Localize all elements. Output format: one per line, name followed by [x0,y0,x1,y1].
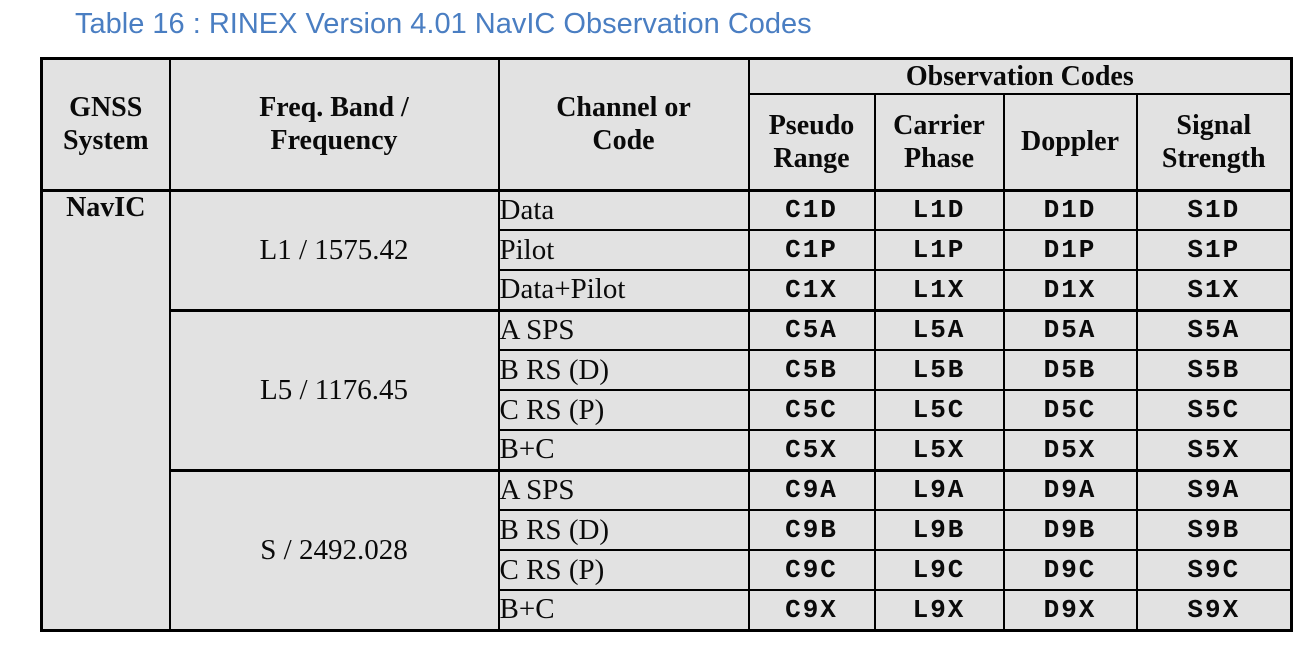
channel-cell: B RS (D) [497,349,750,392]
carrier-phase-code-cell: L5A [873,308,1005,352]
freq-band-s-cell: S / 2492.028 [168,468,500,632]
pseudo-range-code-cell: C9X [747,589,876,632]
table-row: B+C C5X L5X D5X S5X [42,429,1293,472]
doppler-code-cell: D9X [1002,589,1138,632]
channel-cell: B RS (D) [497,509,750,552]
carrier-phase-code-cell: L9A [873,468,1005,512]
pseudo-range-code-cell: C5X [747,429,876,472]
doppler-code-cell: D9B [1002,509,1138,552]
signal-strength-code-cell: S1D [1135,188,1293,232]
carrier-phase-code-cell: L1P [873,229,1005,272]
doppler-code-cell: D1D [1002,188,1138,232]
pseudo-range-code-cell: C9A [747,468,876,512]
table-row: B RS (D) C9B L9B D9B S9B [42,509,1293,552]
pseudo-range-code-cell: C5B [747,349,876,392]
signal-strength-code-cell: S5C [1135,389,1293,432]
table-row: C RS (P) C5C L5C D5C S5C [42,389,1293,432]
header-pseudo-range: Pseudo Range [747,93,876,192]
doppler-code-cell: D5C [1002,389,1138,432]
carrier-phase-code-cell: L5B [873,349,1005,392]
table-row: Data+Pilot C1X L1X D1X S1X [42,269,1293,312]
doppler-code-cell: D5X [1002,429,1138,472]
channel-cell: A SPS [497,308,750,352]
channel-cell: A SPS [497,468,750,512]
channel-cell: C RS (P) [497,549,750,592]
pseudo-range-code-cell: C9C [747,549,876,592]
table-row: Pilot C1P L1P D1P S1P [42,229,1293,272]
gnss-system-cell: NavIC [40,188,171,632]
carrier-phase-code-cell: L5C [873,389,1005,432]
doppler-code-cell: D5B [1002,349,1138,392]
freq-band-l1-cell: L1 / 1575.42 [168,188,500,312]
doppler-code-cell: D1P [1002,229,1138,272]
header-channel-or-code: Channel or Code [497,57,750,192]
signal-strength-code-cell: S9X [1135,589,1293,632]
navic-observation-codes-table: GNSS System Freq. Band / Frequency Chann… [40,57,1294,632]
channel-cell: B+C [497,589,750,632]
table-row: C RS (P) C9C L9C D9C S9C [42,549,1293,592]
table-row: L5 / 1176.45 A SPS C5A L5A D5A S5A [42,308,1293,472]
pseudo-range-code-cell: C9B [747,509,876,552]
pseudo-range-code-cell: C5C [747,389,876,432]
header-observation-codes: Observation Codes [747,57,1293,96]
header-gnss-system: GNSS System [40,57,171,192]
carrier-phase-code-cell: L9X [873,589,1005,632]
channel-cell: C RS (P) [497,389,750,432]
doppler-code-cell: D1X [1002,269,1138,312]
table-row: S / 2492.028 A SPS C9A L9A D9A S9A [42,468,1293,632]
doppler-code-cell: D9A [1002,468,1138,512]
doppler-code-cell: D9C [1002,549,1138,592]
header-carrier-phase: Carrier Phase [873,93,1005,192]
freq-band-l5-cell: L5 / 1176.45 [168,308,500,472]
header-doppler: Doppler [1002,93,1138,192]
signal-strength-code-cell: S1P [1135,229,1293,272]
signal-strength-code-cell: S5X [1135,429,1293,472]
doppler-code-cell: D5A [1002,308,1138,352]
signal-strength-code-cell: S9A [1135,468,1293,512]
table-caption: Table 16 : RINEX Version 4.01 NavIC Obse… [75,8,812,40]
table-row: B RS (D) C5B L5B D5B S5B [42,349,1293,392]
channel-cell: Data+Pilot [497,269,750,312]
carrier-phase-code-cell: L1D [873,188,1005,232]
signal-strength-code-cell: S5A [1135,308,1293,352]
table-row: NavIC L1 / 1575.42 Data C1D L1D D1D S1D [40,188,1293,632]
pseudo-range-code-cell: C1X [747,269,876,312]
signal-strength-code-cell: S1X [1135,269,1293,312]
carrier-phase-code-cell: L9C [873,549,1005,592]
table-row: B+C C9X L9X D9X S9X [42,589,1293,632]
header-signal-strength: Signal Strength [1135,93,1293,192]
channel-cell: B+C [497,429,750,472]
header-freq-band: Freq. Band / Frequency [168,57,500,192]
pseudo-range-code-cell: C1D [747,188,876,232]
carrier-phase-code-cell: L1X [873,269,1005,312]
channel-cell: Data [497,188,750,232]
pseudo-range-code-cell: C5A [747,308,876,352]
carrier-phase-code-cell: L5X [873,429,1005,472]
carrier-phase-code-cell: L9B [873,509,1005,552]
channel-cell: Pilot [497,229,750,272]
signal-strength-code-cell: S9B [1135,509,1293,552]
pseudo-range-code-cell: C1P [747,229,876,272]
signal-strength-code-cell: S5B [1135,349,1293,392]
signal-strength-code-cell: S9C [1135,549,1293,592]
